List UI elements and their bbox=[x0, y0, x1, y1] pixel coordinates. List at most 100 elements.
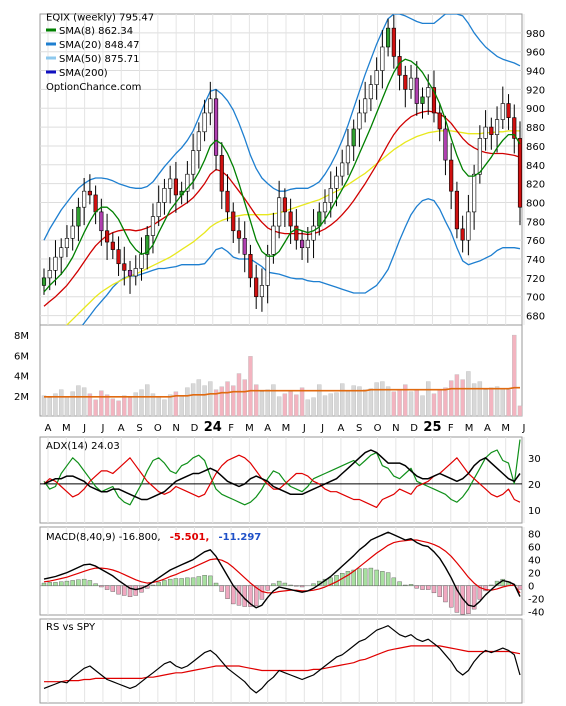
volume-bar bbox=[494, 386, 500, 417]
macd-histogram-bar bbox=[471, 585, 477, 610]
volume-bar bbox=[282, 393, 288, 417]
candle-body bbox=[386, 27, 391, 48]
price-tick-label: 820 bbox=[526, 180, 545, 191]
macd-histogram-bar bbox=[431, 585, 437, 594]
bollinger-upper-line bbox=[43, 14, 521, 241]
volume-bar bbox=[185, 387, 190, 417]
macd-tick-label: 60 bbox=[528, 543, 541, 554]
macd-histogram-bar bbox=[443, 585, 448, 603]
x-tick-label: N bbox=[392, 423, 399, 434]
volume-bar bbox=[87, 393, 93, 417]
volume-bar bbox=[517, 405, 523, 417]
candle-body bbox=[368, 84, 373, 100]
x-tick-label: O bbox=[154, 423, 162, 434]
sma8-line bbox=[43, 58, 521, 293]
volume-bar bbox=[190, 383, 196, 417]
legend-sma8: SMA(8) 862.34 bbox=[59, 26, 133, 37]
volume-bar bbox=[512, 334, 517, 417]
volume-bar bbox=[64, 396, 70, 417]
volume-bar bbox=[139, 389, 144, 417]
x-tick-label: S bbox=[356, 423, 362, 434]
macd-histogram-bar bbox=[466, 585, 471, 614]
candle-body bbox=[311, 225, 316, 241]
plus-di-line bbox=[43, 439, 521, 506]
adx-tick-label: 30 bbox=[528, 454, 541, 465]
volume-bar bbox=[93, 399, 98, 417]
x-tick-label: F bbox=[448, 423, 454, 434]
volume-bar bbox=[133, 392, 138, 417]
macd-tick-label: -20 bbox=[528, 595, 544, 606]
legend-sma50: SMA(50) 875.71 bbox=[59, 54, 140, 65]
candle-body bbox=[122, 263, 127, 271]
candle-body bbox=[93, 194, 98, 213]
volume-bar bbox=[156, 396, 161, 417]
macd-histogram-bar bbox=[328, 577, 333, 586]
macd-hist-value: -11.297 bbox=[219, 532, 262, 543]
macd-histogram-bar bbox=[190, 577, 196, 586]
macd-histogram-bar bbox=[299, 585, 305, 588]
x-tick-label: A bbox=[45, 423, 52, 434]
x-tick-label: A bbox=[264, 423, 271, 434]
x-tick-label: O bbox=[374, 423, 382, 434]
candle-body bbox=[363, 98, 368, 114]
x-tick-label: A bbox=[484, 423, 491, 434]
rs-title: RS vs SPY bbox=[46, 622, 96, 633]
adx-title: ADX(14) 24.03 bbox=[46, 441, 120, 452]
x-tick-label: D bbox=[191, 423, 199, 434]
macd-histogram-bar bbox=[196, 576, 202, 586]
macd-histogram-bar bbox=[133, 585, 138, 596]
macd-histogram-bar bbox=[64, 580, 70, 586]
macd-label: MACD(8,40,9) -16.800, bbox=[46, 532, 161, 543]
candle-body bbox=[196, 131, 201, 151]
volume-bar bbox=[196, 379, 202, 417]
candle-body bbox=[431, 87, 437, 114]
candle-body bbox=[162, 188, 167, 203]
macd-histogram-bar bbox=[397, 581, 402, 586]
macd-histogram-bar bbox=[156, 582, 161, 586]
candle-body bbox=[254, 277, 259, 298]
candle-body bbox=[173, 178, 178, 196]
candle-body bbox=[305, 239, 310, 249]
adx-tick-label: 10 bbox=[528, 506, 541, 517]
price-tick-label: 740 bbox=[526, 255, 545, 266]
macd-histogram-bar bbox=[104, 585, 110, 590]
volume-bar bbox=[345, 390, 351, 417]
volume-bar bbox=[391, 391, 397, 417]
candle-body bbox=[59, 247, 64, 258]
bollinger-lower-line bbox=[81, 198, 521, 325]
macd-histogram-bar bbox=[288, 584, 293, 586]
macd-histogram-bar bbox=[167, 578, 173, 586]
macd-histogram-bar bbox=[219, 585, 224, 592]
candle-body bbox=[380, 46, 385, 71]
candle-body bbox=[403, 74, 408, 90]
candle-body bbox=[512, 117, 517, 139]
macd-histogram-bar bbox=[311, 583, 316, 586]
volume-bar bbox=[231, 385, 236, 417]
macd-histogram-bar bbox=[368, 567, 374, 586]
volume-bar bbox=[208, 381, 213, 417]
volume-bar bbox=[76, 385, 81, 417]
candle-body bbox=[105, 230, 110, 243]
price-tick-label: 680 bbox=[526, 312, 545, 323]
price-tick-label: 960 bbox=[526, 48, 545, 59]
x-tick-label: N bbox=[172, 423, 179, 434]
macd-histogram-bar bbox=[271, 583, 276, 586]
x-tick-label: M bbox=[282, 423, 291, 434]
candle-body bbox=[265, 254, 270, 286]
macd-histogram-bar bbox=[426, 585, 431, 590]
macd-histogram-bar bbox=[208, 575, 213, 586]
candle-body bbox=[317, 211, 322, 227]
macd-histogram-bar bbox=[93, 583, 98, 586]
candle-body bbox=[70, 225, 75, 239]
volume-bar bbox=[471, 383, 477, 417]
candle-body bbox=[489, 126, 494, 135]
volume-bar bbox=[460, 379, 465, 417]
legend-sma200: SMA(200) bbox=[59, 68, 108, 79]
volume-bar bbox=[380, 381, 385, 417]
candle-body bbox=[282, 197, 287, 213]
volume-bar bbox=[127, 397, 133, 417]
macd-histogram-bar bbox=[276, 580, 282, 586]
x-tick-label: 24 bbox=[204, 420, 222, 435]
volume-tick-label: 2M bbox=[14, 392, 29, 403]
candle-body bbox=[168, 178, 173, 189]
